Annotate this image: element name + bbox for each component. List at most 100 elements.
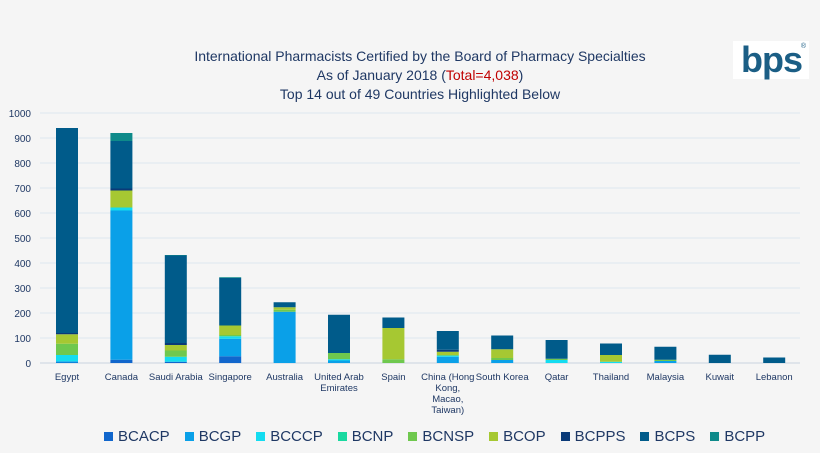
bar-segment-bcop [436, 351, 459, 356]
legend-swatch [184, 432, 194, 441]
legend-item-bcpp: BCPP [710, 428, 765, 445]
y-tick-label: 0 [25, 359, 31, 370]
legend-item-bcacp: BCACP [104, 428, 170, 445]
x-tick-label: Saudi Arabia [149, 372, 204, 383]
chart-title: International Pharmacists Certified by t… [120, 47, 720, 104]
bar-segment-bcgp [436, 356, 459, 363]
y-tick-label: 900 [14, 134, 31, 145]
bar-segment-bcps [273, 302, 296, 308]
legend-label: BCNP [351, 428, 394, 445]
x-tick-label: Canada [105, 372, 139, 383]
x-tick-label: Malaysia [647, 372, 685, 383]
y-tick-label: 800 [14, 159, 31, 170]
bar-segment-bcccp [436, 355, 459, 357]
bar-segment-bcgp [56, 361, 78, 363]
bar-segment-bcgp [654, 361, 677, 363]
legend-label: BCOP [503, 428, 546, 445]
legend-swatch [256, 432, 266, 441]
bar-segment-bcps [56, 128, 78, 333]
legend-label: BCPS [654, 428, 696, 445]
x-tick-label: Singapore [209, 372, 252, 383]
bar-segment-bcps [164, 255, 187, 343]
bar-segment-bcgp [219, 338, 242, 357]
bar-segment-bcnsp [545, 358, 568, 360]
bar-segment-bcop [164, 345, 187, 351]
bar-segment-bcop [600, 355, 622, 362]
bar-segment-bcnsp [219, 335, 242, 337]
bar-segment-bcpps [56, 333, 78, 335]
legend-label: BCGP [198, 428, 242, 445]
legend-swatch [640, 432, 650, 441]
y-tick-label: 300 [14, 284, 31, 295]
legend-item-bcccp: BCCCP [256, 428, 323, 445]
legend-item-bcpps: BCPPS [560, 428, 626, 445]
bar-segment-bcop [56, 334, 78, 344]
x-tick-label: China (Hong Kong, Macao, Taiwan) [421, 372, 474, 416]
legend-item-bcps: BCPS [640, 428, 695, 445]
legend-swatch [710, 432, 720, 441]
bar-segment-bcnsp [328, 353, 350, 360]
legend-label: BCCCP [270, 428, 323, 445]
y-tick-label: 200 [14, 309, 31, 320]
bar-segment-bcop [110, 190, 133, 208]
bar-segment-bcacp [164, 361, 187, 363]
title-line-3: Top 14 out of 49 Countries Highlighted B… [279, 86, 561, 102]
x-tick-label: Lebanon [756, 372, 793, 383]
bar-segment-bcps [763, 357, 786, 363]
bar-segment-bcps [708, 354, 731, 363]
legend-item-bcgp: BCGP [184, 428, 242, 445]
bar-segment-bcacp [219, 356, 242, 363]
legend-label: BCNSP [422, 428, 475, 445]
bar-segment-bcop [491, 349, 514, 358]
title-line-2: As of January 2018 (Total=4,038) [120, 66, 720, 85]
bar-segment-bcgp [491, 360, 514, 363]
legend-item-bcnsp: BCNSP [408, 428, 474, 445]
bar-segment-bcps [110, 141, 133, 189]
y-tick-label: 700 [14, 184, 31, 195]
bar-segment-bcps [382, 317, 405, 328]
bar-segment-bcgp [110, 210, 133, 360]
legend-swatch [560, 432, 570, 441]
legend-label: BCACP [118, 428, 170, 445]
legend-label: BCPPS [574, 428, 626, 445]
y-tick-label: 500 [14, 234, 31, 245]
bar-segment-bcccp [600, 361, 622, 363]
bar-segment-bcccp [110, 207, 133, 211]
legend-item-bcop: BCOP [489, 428, 546, 445]
bar-segment-bcnsp [491, 358, 514, 360]
bar-segment-bcps [436, 331, 459, 350]
x-tick-label: South Korea [476, 372, 530, 383]
title-paren: ) [518, 67, 524, 83]
legend-swatch [104, 432, 113, 441]
x-tick-label: Egypt [55, 372, 80, 383]
bar-segment-bcnsp [273, 309, 296, 312]
logo-registered: ® [800, 43, 806, 50]
bar-segment-bcop [273, 307, 296, 310]
bar-segment-bcnsp [654, 359, 677, 361]
x-tick-label: Australia [266, 372, 304, 383]
bar-segment-bcpp [164, 255, 187, 256]
bps-logo: bps ® [733, 39, 809, 80]
legend-swatch [408, 432, 418, 441]
bar-segment-bcop [382, 328, 405, 360]
legend-swatch [489, 432, 499, 441]
logo-text: bps [741, 39, 803, 80]
bar-segment-bcpps [164, 343, 187, 345]
y-tick-label: 1000 [9, 109, 32, 120]
bar-segment-bcccp [328, 359, 350, 361]
bar-segment-bcnsp [382, 359, 405, 363]
x-tick-label: United Arab Emirates [314, 372, 364, 394]
bar-segment-bcpp [110, 133, 133, 141]
bar-segment-bcps [654, 346, 677, 360]
bar-segment-bcps [491, 335, 514, 350]
bar-segment-bcnsp [164, 350, 187, 357]
bar-segment-bcacp [110, 359, 133, 363]
legend-swatch [337, 432, 347, 441]
bar-segment-bcps [328, 314, 350, 353]
bar-segment-bcccp [164, 356, 187, 362]
legend: BCACP BCGP BCCCP BCNP BCNSP BCOP BCPPS BCPS BCPP [104, 428, 765, 445]
x-tick-label: Spain [381, 372, 405, 383]
bar-segment-bcnsp [56, 343, 78, 355]
bar-segment-bcgp [273, 311, 296, 363]
